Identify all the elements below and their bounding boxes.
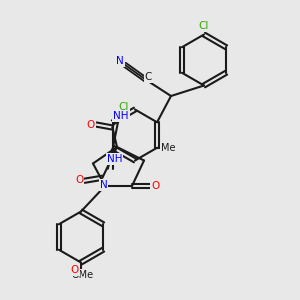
Text: Cl: Cl — [199, 21, 209, 31]
Text: O: O — [151, 181, 160, 191]
Text: Cl: Cl — [118, 102, 129, 112]
Text: N: N — [100, 180, 107, 190]
Text: NH: NH — [107, 154, 122, 164]
Text: OMe: OMe — [71, 270, 94, 280]
Text: O: O — [70, 265, 79, 275]
Text: Me: Me — [161, 143, 176, 153]
Text: N: N — [116, 56, 124, 66]
Text: O: O — [75, 175, 83, 185]
Text: NH: NH — [113, 111, 129, 121]
Text: O: O — [86, 119, 95, 130]
Text: C: C — [145, 72, 152, 82]
